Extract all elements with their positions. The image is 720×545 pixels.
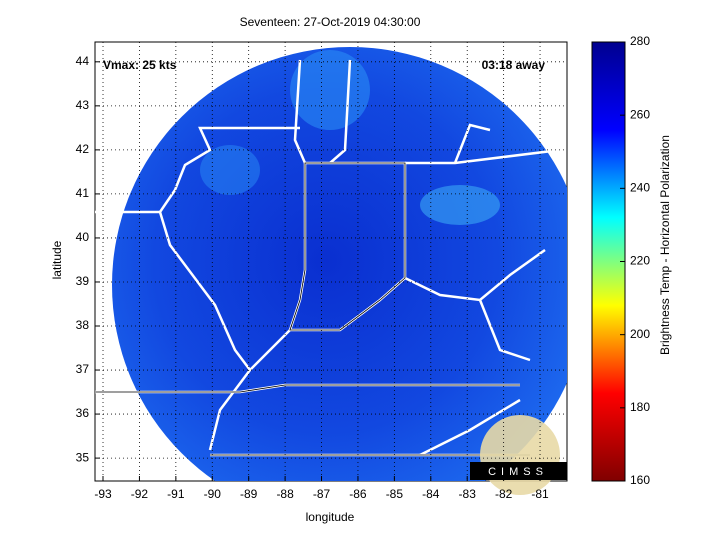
state-borders [95, 59, 561, 457]
map [95, 47, 567, 481]
colorbar-tick-label: 160 [630, 473, 650, 487]
y-tick-label: 44 [76, 54, 90, 68]
x-tick-label: -91 [167, 487, 185, 501]
y-tick-label: 37 [76, 362, 90, 376]
y-tick-label: 35 [76, 450, 90, 464]
x-tick-label: -86 [349, 487, 367, 501]
y-tick-label: 43 [76, 98, 90, 112]
x-tick-label: -85 [386, 487, 404, 501]
cloud [420, 185, 500, 225]
x-tick-label: -90 [204, 487, 222, 501]
y-tick-label: 40 [76, 230, 90, 244]
x-tick-label: -88 [276, 487, 294, 501]
y-axis-label: latitude [50, 240, 64, 279]
x-tick-label: -92 [131, 487, 149, 501]
colorbar-tick-label: 280 [630, 34, 650, 48]
colorbar-tick-label: 180 [630, 400, 650, 414]
colorbar-tick-label: 220 [630, 254, 650, 268]
x-tick-label: -87 [313, 487, 331, 501]
y-tick-label: 41 [76, 186, 90, 200]
annotation: 03:18 away [482, 58, 546, 72]
y-tick-label: 38 [76, 318, 90, 332]
x-tick-label: -93 [94, 487, 112, 501]
chart-title: Seventeen: 27-Oct-2019 04:30:00 [240, 15, 421, 29]
cloud [200, 145, 260, 195]
annotation: Vmax: 25 kts [103, 58, 177, 72]
colorbar-tick-label: 240 [630, 181, 650, 195]
x-tick-label: -84 [422, 487, 440, 501]
colorbar-tick-label: 200 [630, 327, 650, 341]
colorbar-tick-label: 260 [630, 107, 650, 121]
x-axis-label: longitude [306, 510, 355, 524]
y-tick-label: 42 [76, 142, 90, 156]
y-tick-label: 39 [76, 274, 90, 288]
y-tick-label: 36 [76, 406, 90, 420]
colorbar [591, 41, 626, 482]
x-tick-label: -83 [459, 487, 477, 501]
logo-text: CIMSS [488, 466, 548, 478]
colorbar-label: Brightness Temp - Horizontal Polarizatio… [658, 135, 672, 355]
x-tick-label: -82 [495, 487, 513, 501]
x-tick-label: -81 [531, 487, 549, 501]
x-tick-label: -89 [240, 487, 258, 501]
